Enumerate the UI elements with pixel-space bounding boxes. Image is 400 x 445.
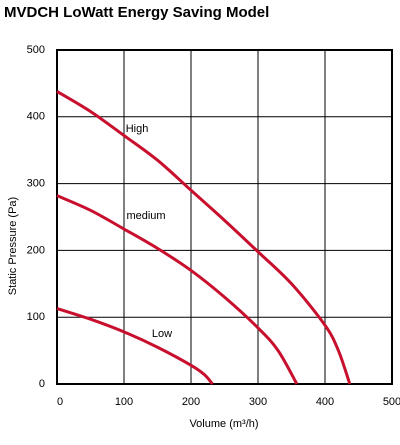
line-series xyxy=(56,90,352,385)
x-tick-label: 500 xyxy=(383,396,400,408)
y-axis-label: Static Pressure (Pa) xyxy=(7,197,19,295)
line-series xyxy=(56,194,299,385)
x-tick-label: 400 xyxy=(316,396,334,408)
x-tick-label: 200 xyxy=(182,396,200,408)
x-tick-label: 100 xyxy=(115,396,133,408)
y-tick-label: 500 xyxy=(27,44,45,56)
x-tick-label: 0 xyxy=(57,396,63,408)
x-tick-label: 300 xyxy=(249,396,267,408)
line-series xyxy=(56,307,214,385)
y-tick-label: 100 xyxy=(27,311,45,323)
series-label: High xyxy=(126,123,149,135)
plot-border xyxy=(56,49,393,385)
chart-title: MVDCH LoWatt Energy Saving Model xyxy=(4,4,269,21)
y-tick-label: 400 xyxy=(27,111,45,123)
x-axis-label: Volume (m³/h) xyxy=(189,418,258,430)
y-tick-label: 200 xyxy=(27,244,45,256)
series-label: medium xyxy=(126,210,165,222)
series-label: Low xyxy=(152,328,172,340)
y-tick-label: 300 xyxy=(27,178,45,190)
y-tick-label: 0 xyxy=(39,378,45,390)
